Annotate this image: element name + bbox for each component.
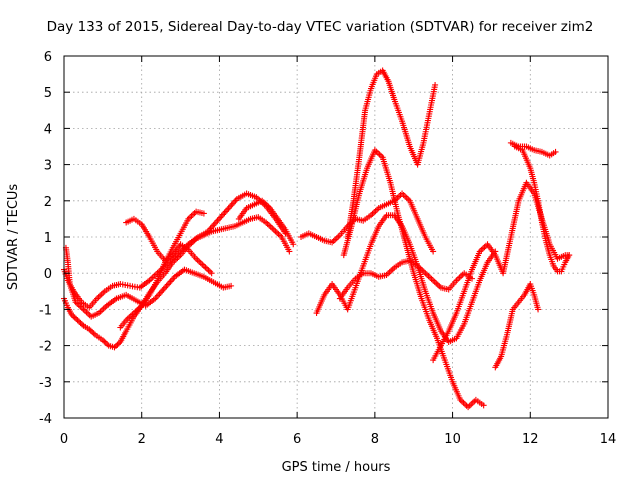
data-point	[208, 270, 215, 277]
y-tick-label: 2	[44, 195, 52, 210]
data-points	[61, 67, 573, 411]
data-point	[77, 319, 84, 326]
y-tick-label: -1	[39, 303, 52, 318]
data-point	[290, 241, 297, 248]
x-tick-label: 2	[138, 432, 146, 447]
y-tick-label: 5	[44, 86, 52, 101]
data-point	[286, 248, 293, 255]
data-point	[73, 315, 80, 322]
chart-title: Day 133 of 2015, Sidereal Day-to-day VTE…	[47, 19, 594, 35]
data-point	[71, 314, 78, 321]
data-point	[200, 210, 207, 217]
x-tick-label: 10	[444, 432, 461, 447]
data-series	[344, 67, 439, 240]
y-tick-label: 4	[44, 122, 52, 137]
data-point	[566, 252, 573, 259]
data-point	[432, 81, 439, 88]
data-series	[61, 214, 293, 351]
data-series	[507, 139, 559, 159]
data-series	[340, 147, 487, 411]
data-point	[76, 318, 83, 325]
y-tick-label: 0	[44, 267, 52, 282]
x-tick-label: 0	[60, 432, 68, 447]
x-axis-label: GPS time / hours	[282, 460, 391, 475]
y-tick-label: -2	[39, 340, 52, 355]
data-point	[267, 223, 274, 230]
data-series	[235, 197, 297, 248]
data-point	[101, 338, 108, 345]
data-series	[298, 190, 437, 255]
data-series	[336, 257, 475, 302]
y-axis-label: SDTVAR / TECUs	[6, 184, 21, 291]
data-point	[89, 329, 96, 336]
data-point	[74, 317, 81, 324]
y-tick-label: 1	[44, 231, 52, 246]
y-tick-label: -3	[39, 376, 52, 391]
data-point	[159, 287, 166, 294]
data-series	[313, 212, 499, 345]
data-series	[62, 244, 235, 320]
data-point	[90, 330, 97, 337]
x-tick-label: 4	[215, 432, 223, 447]
data-point	[155, 292, 162, 299]
data-series	[430, 179, 573, 364]
data-point	[112, 343, 119, 350]
y-tick-label: 3	[44, 159, 52, 174]
y-tick-label: 6	[44, 50, 52, 65]
x-tick-label: 12	[522, 432, 539, 447]
data-point	[480, 402, 487, 409]
data-series	[492, 281, 542, 371]
data-series	[117, 208, 207, 331]
y-tick-label: -4	[39, 412, 52, 427]
x-tick-label: 8	[371, 432, 379, 447]
data-point	[403, 194, 410, 201]
x-tick-label: 14	[600, 432, 617, 447]
x-tick-label: 6	[293, 432, 301, 447]
data-series	[61, 190, 289, 311]
data-point	[102, 339, 109, 346]
data-point	[552, 148, 559, 155]
data-point	[228, 282, 235, 289]
data-point	[430, 248, 437, 255]
data-series	[123, 215, 215, 277]
data-point	[535, 306, 542, 313]
